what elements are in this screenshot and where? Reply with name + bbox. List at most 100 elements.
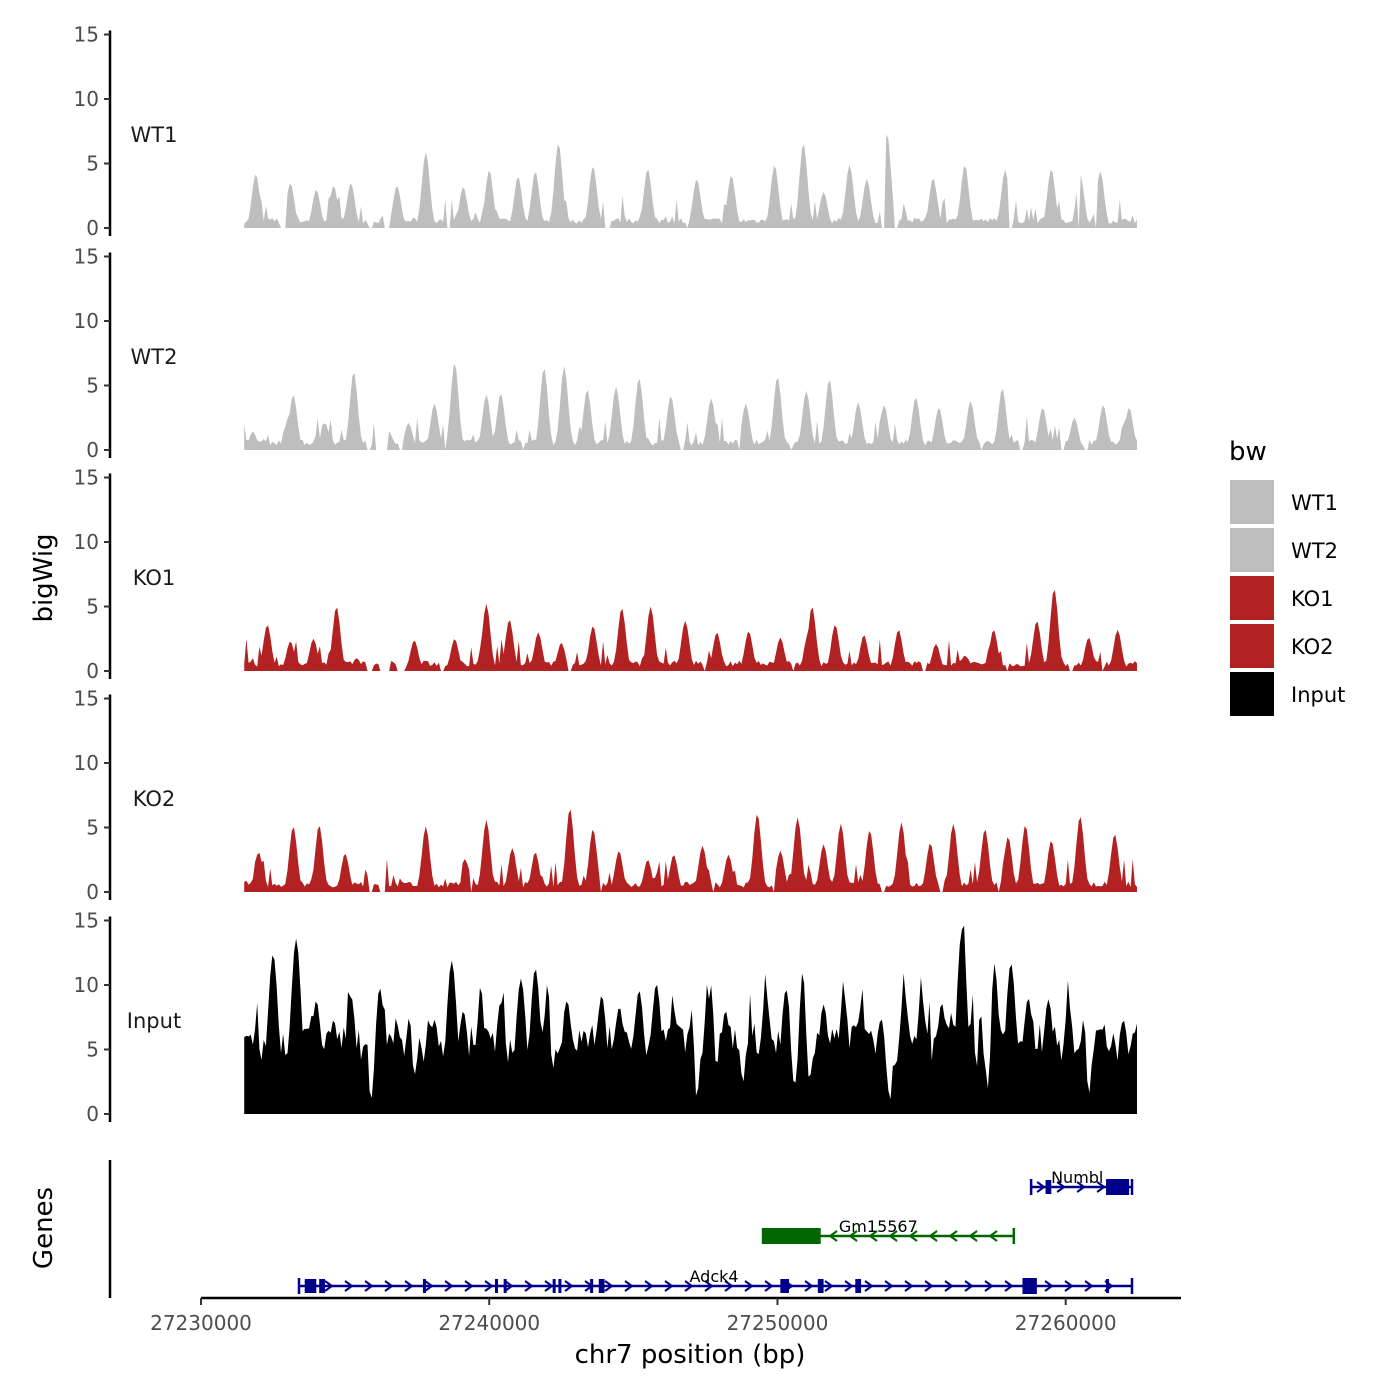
strand-arrow: [804, 1280, 814, 1292]
x-tick-label: 27260000: [1015, 1311, 1117, 1335]
gene-exon: [503, 1279, 507, 1293]
y-tick-label: 10: [74, 973, 99, 997]
strand-arrow: [868, 1230, 878, 1242]
gene-adck4: Adck4: [297, 1267, 1134, 1294]
legend-swatch-wt1: [1230, 480, 1274, 524]
gene-exon: [590, 1279, 594, 1293]
gene-exon: [304, 1279, 317, 1293]
strand-arrow: [544, 1280, 554, 1292]
gene-numbl: Numbl: [1029, 1168, 1134, 1195]
strand-arrow: [504, 1280, 514, 1292]
gene-exon: [855, 1279, 862, 1293]
strand-arrow: [1056, 1181, 1066, 1193]
gene-exon: [1045, 1180, 1052, 1194]
strand-arrow: [1036, 1181, 1046, 1193]
legend-label-ko2: KO2: [1291, 635, 1334, 659]
strand-arrow: [404, 1280, 414, 1292]
strand-arrow: [928, 1230, 938, 1242]
gene-exon: [763, 1228, 821, 1244]
strand-arrow: [884, 1280, 894, 1292]
y-tick-label: 15: [74, 245, 99, 269]
strand-arrow: [828, 1230, 838, 1242]
y-tick-label: 0: [86, 659, 99, 683]
coverage-area-ko2: [244, 809, 1137, 892]
strand-arrow: [1084, 1280, 1094, 1292]
y-tick-label: 0: [86, 216, 99, 240]
track-label-wt1: WT1: [131, 123, 178, 147]
x-tick-label: 27250000: [727, 1311, 829, 1335]
strand-arrow: [964, 1280, 974, 1292]
y-tick-label: 15: [74, 687, 99, 711]
strand-arrow: [1096, 1181, 1106, 1193]
strand-arrow: [948, 1230, 958, 1242]
y-tick-label: 15: [74, 909, 99, 933]
y-tick-label: 5: [86, 152, 99, 176]
legend-swatch-ko1: [1230, 576, 1274, 620]
y-tick-label: 5: [86, 1038, 99, 1062]
strand-arrow: [564, 1280, 574, 1292]
strand-arrow: [908, 1230, 918, 1242]
legend-title: bw: [1229, 437, 1267, 467]
track-label-wt2: WT2: [131, 345, 178, 369]
coverage-area-wt2: [244, 363, 1137, 450]
strand-arrow: [864, 1280, 874, 1292]
x-tick-label: 27230000: [150, 1311, 252, 1335]
strand-arrow: [1004, 1280, 1014, 1292]
strand-arrow: [724, 1280, 734, 1292]
strand-arrow: [744, 1280, 754, 1292]
strand-arrow: [848, 1230, 858, 1242]
x-tick-label: 27240000: [438, 1311, 540, 1335]
legend-swatch-wt2: [1230, 528, 1274, 572]
legend-label-wt1: WT1: [1291, 491, 1338, 515]
genes-panel-title: Genes: [29, 1187, 59, 1269]
strand-arrow: [1076, 1181, 1086, 1193]
gene-exon: [558, 1279, 562, 1293]
strand-arrow: [644, 1280, 654, 1292]
coverage-area-wt1: [244, 134, 1137, 228]
strand-arrow: [344, 1280, 354, 1292]
strand-arrow: [704, 1280, 714, 1292]
y-tick-label: 10: [74, 530, 99, 554]
y-tick-label: 15: [74, 23, 99, 47]
gene-label-numbl: Numbl: [1051, 1168, 1103, 1187]
y-tick-label: 10: [74, 87, 99, 111]
strand-arrow: [888, 1230, 898, 1242]
coverage-area-input: [244, 925, 1137, 1114]
y-tick-label: 0: [86, 1102, 99, 1126]
strand-arrow: [904, 1280, 914, 1292]
strand-arrow: [464, 1280, 474, 1292]
track-label-input: Input: [127, 1009, 181, 1033]
strand-arrow: [444, 1280, 454, 1292]
bigwig-tracks: WT1 WT2 KO1 KO2 Input: [127, 123, 1137, 1114]
legend-swatch-input: [1230, 672, 1274, 716]
strand-arrow: [988, 1230, 998, 1242]
gene-exon: [1022, 1278, 1037, 1294]
strand-arrow: [984, 1280, 994, 1292]
y-tick-label: 10: [74, 751, 99, 775]
gene-exon: [495, 1279, 498, 1293]
y-axis-title: bigWig: [29, 533, 59, 622]
coverage-area-ko1: [244, 589, 1137, 671]
gene-exon: [1106, 1279, 1110, 1293]
strand-arrow: [764, 1280, 774, 1292]
x-axis: 27230000 27240000 27250000 27260000: [150, 1296, 1181, 1335]
y-tick-label: 5: [86, 374, 99, 398]
y-tick-label: 10: [74, 309, 99, 333]
legend-label-wt2: WT2: [1291, 539, 1338, 563]
strand-arrow: [968, 1230, 978, 1242]
y-tick-label: 15: [74, 466, 99, 490]
strand-arrow: [944, 1280, 954, 1292]
legend-label-ko1: KO1: [1291, 587, 1334, 611]
strand-arrow: [1044, 1280, 1054, 1292]
gene-exon: [319, 1279, 325, 1293]
gene-gm15567: Gm15567: [761, 1217, 1016, 1244]
gene-exon: [780, 1279, 789, 1293]
y-tick-label: 0: [86, 438, 99, 462]
legend-swatch-ko2: [1230, 624, 1274, 668]
strand-arrow: [604, 1280, 614, 1292]
track-y-axes: 0 5 10 15 0 5 10 15 0 5 10 15 0 5 10 15 0 5 10 15: [74, 23, 112, 1126]
gene-annotation-panel: Numbl Gm15567 Adck4: [108, 1160, 1134, 1298]
strand-arrow: [824, 1280, 834, 1292]
strand-arrow: [364, 1280, 374, 1292]
strand-arrow: [484, 1280, 494, 1292]
